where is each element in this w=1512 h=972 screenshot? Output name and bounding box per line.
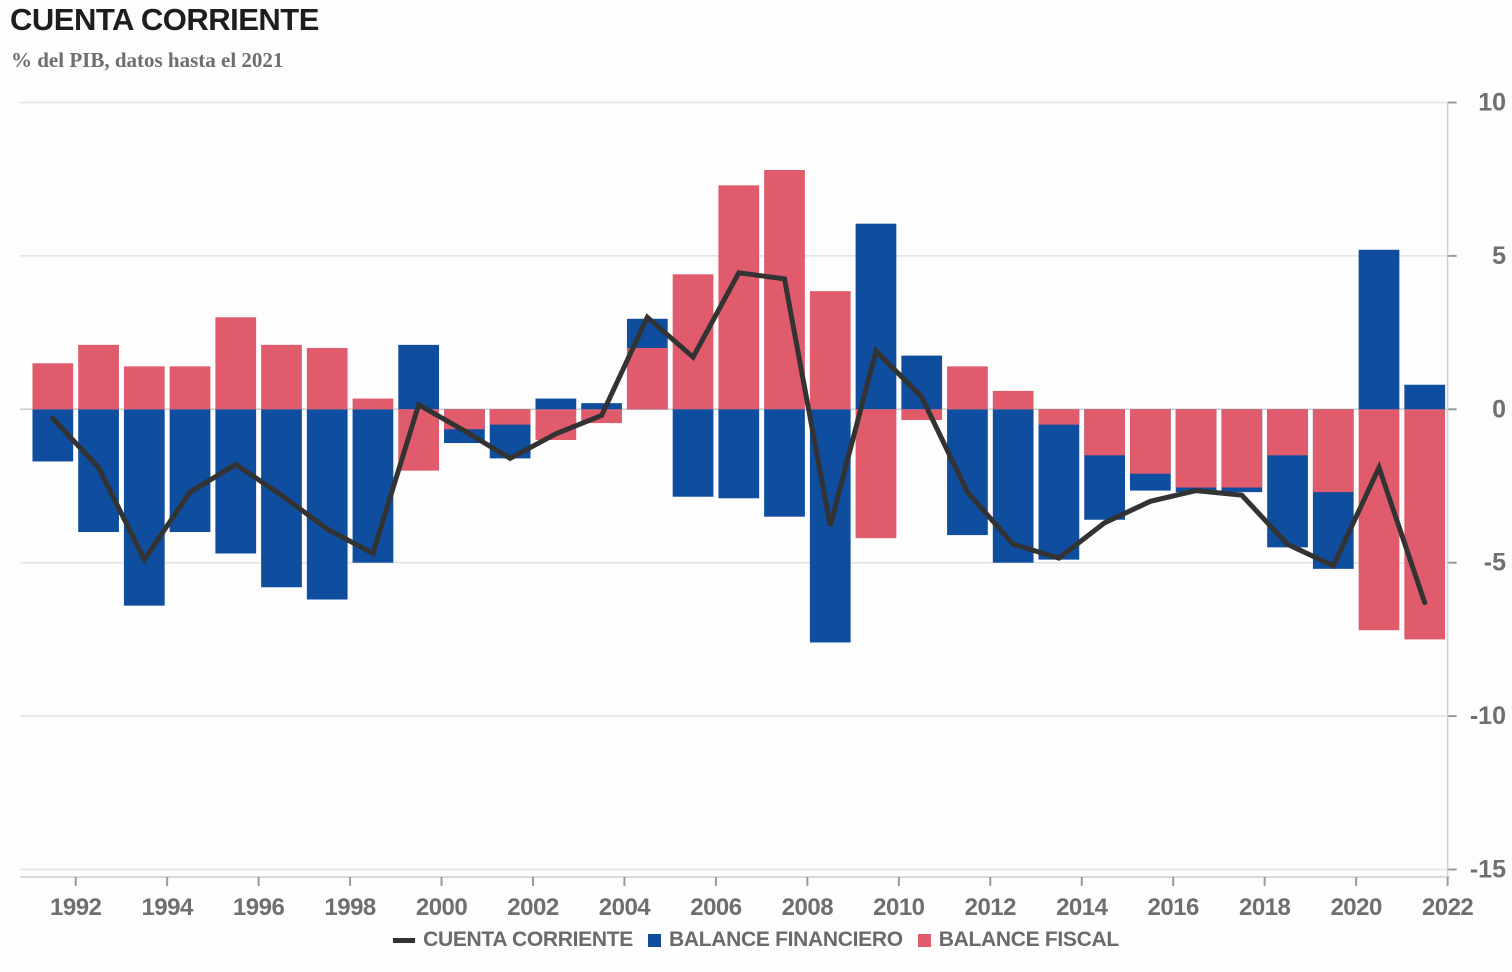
bar-balance-financiero: [1404, 384, 1446, 410]
chart-subtitle: % del PIB, datos hasta el 2021: [11, 48, 284, 72]
bar-balance-financiero: [992, 409, 1034, 563]
chart-canvas: 10 5 0 -5 -10 -15 1992 1994 1996 1998 2000 2002 2004…: [20, 89, 1506, 921]
chart-title: CUENTA CORRIENTE: [10, 2, 319, 37]
bar-balance-fiscal: [1267, 409, 1308, 456]
bar-balance-fiscal: [855, 409, 897, 539]
legend-square-fiscal-icon: [917, 933, 931, 947]
bar-balance-fiscal: [809, 291, 851, 410]
bar-balance-fiscal: [123, 366, 165, 410]
bar-balance-fiscal: [398, 409, 440, 471]
x-axis-label: 2010: [873, 894, 925, 921]
bar-balance-fiscal: [1221, 409, 1263, 488]
x-axis-label: 2000: [416, 894, 468, 921]
bar-balance-financiero: [764, 409, 805, 517]
x-axis-label: 1994: [141, 894, 194, 921]
y-axis-label: -15: [1470, 856, 1506, 884]
bar-balance-financiero: [855, 223, 897, 410]
bar-balance-fiscal: [901, 409, 943, 421]
x-axis-label: 1992: [50, 894, 102, 921]
bar-balance-fiscal: [169, 366, 211, 410]
y-axis-label: -5: [1484, 549, 1506, 577]
bar-balance-fiscal: [1175, 409, 1217, 488]
x-axis-label: 1998: [324, 894, 376, 921]
x-axis-label: 2004: [599, 894, 652, 921]
bar-balance-financiero: [581, 403, 622, 410]
x-axis-label: 2016: [1148, 894, 1200, 921]
bar-balance-financiero: [718, 409, 760, 499]
bar-balance-fiscal: [1038, 409, 1080, 425]
bar-balance-fiscal: [306, 347, 348, 410]
x-axis-label: 2012: [965, 894, 1017, 921]
y-axis-label: 10: [1478, 89, 1506, 117]
bar-balance-financiero: [672, 409, 714, 497]
bar-balance-fiscal: [215, 317, 257, 410]
x-axis-label: 2002: [507, 894, 559, 921]
chart-area: 10 5 0 -5 -10 -15 1992 1994 1996 1998 2000 2002 2004…: [20, 89, 1506, 921]
x-axis-label: 2006: [690, 894, 742, 921]
bar-balance-financiero: [398, 344, 440, 410]
bar-balance-financiero: [123, 409, 165, 606]
bar-balance-financiero: [1358, 249, 1400, 410]
x-axis-label: 2014: [1056, 894, 1109, 921]
bar-balance-financiero: [535, 398, 577, 410]
legend-line-marker-icon: [393, 937, 416, 943]
legend-item-balance-financiero: BALANCE FINANCIERO: [647, 928, 903, 952]
bar-balance-fiscal: [626, 347, 668, 410]
y-axis-label: 0: [1492, 395, 1506, 423]
bar-balance-financiero: [1038, 409, 1080, 560]
bar-balance-fiscal: [1084, 409, 1125, 456]
bar-balance-fiscal: [1358, 409, 1400, 631]
legend-item-cuenta-corriente: CUENTA CORRIENTE: [393, 928, 633, 952]
bar-balance-fiscal: [489, 409, 531, 425]
cuenta-corriente-line: [50, 270, 1428, 606]
bar-balance-fiscal: [947, 366, 988, 410]
bar-balance-fiscal: [261, 344, 302, 410]
x-axis-label: 2018: [1239, 894, 1291, 921]
legend-label: CUENTA CORRIENTE: [423, 928, 633, 951]
y-axis-label: 5: [1492, 242, 1506, 270]
bar-balance-fiscal: [992, 390, 1034, 410]
bar-balance-financiero: [352, 409, 394, 563]
legend-item-balance-fiscal: BALANCE FISCAL: [917, 928, 1119, 952]
legend: CUENTA CORRIENTE BALANCE FINANCIERO BALA…: [0, 928, 1512, 952]
bar-balance-fiscal: [1129, 409, 1171, 474]
y-axis-label: -10: [1470, 702, 1506, 730]
x-axis-label: 2008: [782, 894, 834, 921]
bar-balance-fiscal: [444, 409, 485, 430]
legend-square-financiero-icon: [647, 933, 661, 947]
legend-label: BALANCE FISCAL: [938, 928, 1119, 951]
bar-balance-fiscal: [1312, 409, 1354, 493]
x-axis-label: 1996: [233, 894, 285, 921]
bar-balance-fiscal: [32, 363, 74, 410]
x-axis-label: 2022: [1422, 894, 1474, 921]
bar-balance-financiero: [947, 409, 988, 536]
bar-balance-financiero: [306, 409, 348, 600]
bar-balance-fiscal: [352, 398, 394, 410]
x-axis-label: 2020: [1330, 894, 1382, 921]
bar-balance-financiero: [215, 409, 257, 554]
bar-balance-fiscal: [78, 344, 119, 410]
bar-balance-fiscal: [672, 274, 714, 410]
legend-label: BALANCE FINANCIERO: [668, 928, 903, 951]
